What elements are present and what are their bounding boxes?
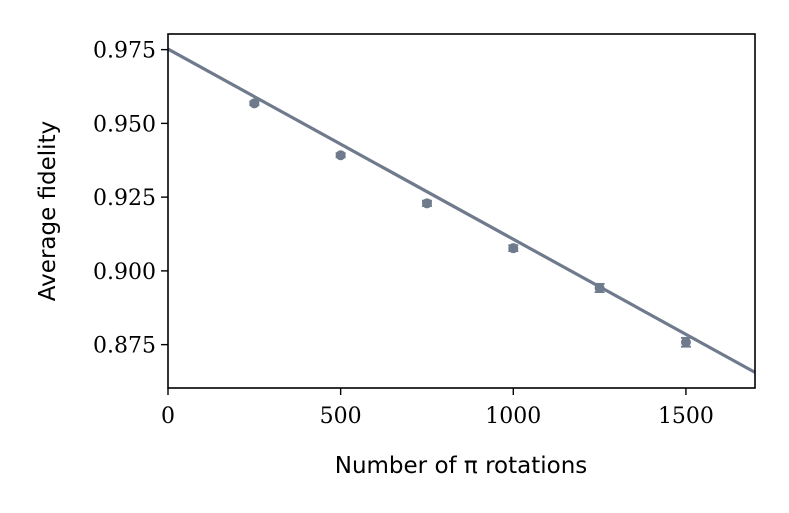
data-point <box>421 198 432 209</box>
x-tick-label: 500 <box>320 404 362 429</box>
y-tick-label: 0.950 <box>93 112 156 137</box>
x-tick-label: 1000 <box>485 404 541 429</box>
x-tick-label: 1500 <box>658 404 714 429</box>
y-tick-label: 0.925 <box>93 186 156 211</box>
data-point <box>594 282 605 293</box>
axis-ticks: 0 500 1000 1500 0.875 0.900 0.925 0.950 0.975 <box>93 39 714 429</box>
y-tick-label: 0.975 <box>93 39 156 64</box>
data-point <box>680 337 691 348</box>
data-point <box>249 98 260 109</box>
y-tick-label: 0.875 <box>93 334 156 359</box>
x-tick-label: 0 <box>161 404 175 429</box>
data-point <box>335 150 346 161</box>
plot-frame <box>167 33 756 389</box>
data-point <box>508 243 519 254</box>
y-tick-label: 0.900 <box>93 260 156 285</box>
data-marks <box>167 47 756 374</box>
y-axis-label: Average fidelity <box>35 121 61 301</box>
fit-line <box>167 47 756 374</box>
x-axis-label: Number of π rotations <box>335 453 588 479</box>
